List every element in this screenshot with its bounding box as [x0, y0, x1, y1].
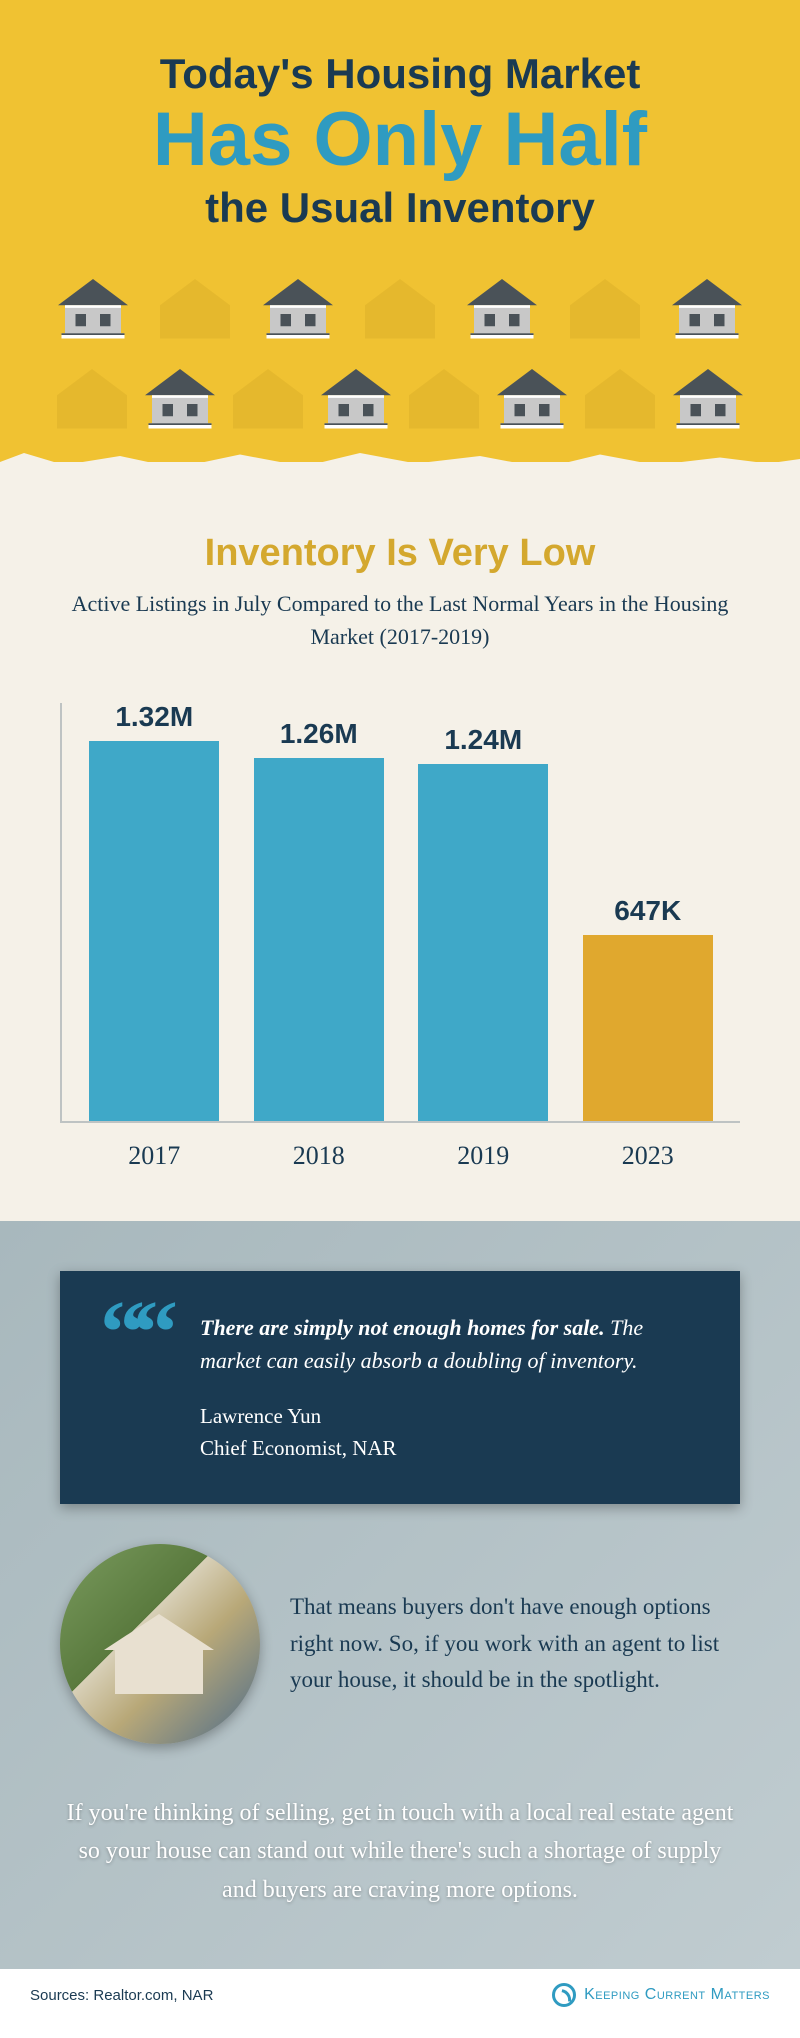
- quote-box: ““ There are simply not enough homes for…: [60, 1271, 740, 1504]
- bar: [418, 764, 548, 1121]
- house-ghost-icon: [400, 362, 488, 432]
- house-ghost-icon: [560, 272, 650, 342]
- quote-attribution: Lawrence Yun Chief Economist, NAR: [200, 1401, 690, 1464]
- house-illustration-rows: [40, 272, 760, 482]
- bar: [89, 741, 219, 1121]
- chart-section: Inventory Is Very Low Active Listings in…: [0, 502, 800, 1221]
- bar-group: 1.26M: [249, 718, 389, 1121]
- bar-group: 1.24M: [413, 724, 553, 1121]
- infographic-root: Today's Housing Market Has Only Half the…: [0, 0, 800, 2021]
- title-line-3: the Usual Inventory: [40, 184, 760, 232]
- house-icon: [457, 272, 547, 342]
- house-icon: [136, 362, 224, 432]
- brand-logo-icon: [552, 1983, 576, 2007]
- house-ghost-icon: [150, 272, 240, 342]
- house-row: [40, 362, 760, 432]
- quote-text-bold: There are simply not enough homes for sa…: [200, 1315, 605, 1340]
- house-ghost-icon: [48, 362, 136, 432]
- house-ghost-icon: [224, 362, 312, 432]
- house-ghost-icon: [355, 272, 445, 342]
- house-icon: [312, 362, 400, 432]
- bar: [583, 935, 713, 1121]
- header-section: Today's Housing Market Has Only Half the…: [0, 0, 800, 482]
- chart-subtitle: Active Listings in July Compared to the …: [60, 587, 740, 653]
- bar: [254, 758, 384, 1121]
- bar-value-label: 1.24M: [444, 724, 522, 756]
- house-row: [40, 272, 760, 342]
- bar-group: 647K: [578, 895, 718, 1121]
- quote-author-name: Lawrence Yun: [200, 1401, 690, 1433]
- xaxis-label: 2018: [249, 1141, 389, 1171]
- body-paragraph: That means buyers don't have enough opti…: [290, 1589, 740, 1699]
- house-icon: [662, 272, 752, 342]
- bar-chart: 1.32M 1.26M 1.24M 647K: [60, 703, 740, 1123]
- title-line-1: Today's Housing Market: [40, 50, 760, 98]
- bar-value-label: 647K: [614, 895, 681, 927]
- bar-value-label: 1.32M: [115, 701, 193, 733]
- brand-name: Keeping Current Matters: [584, 1986, 770, 2004]
- torn-paper-divider: [0, 462, 800, 502]
- house-icon: [48, 272, 138, 342]
- bar-value-label: 1.26M: [280, 718, 358, 750]
- quote-and-body-section: ““ There are simply not enough homes for…: [0, 1221, 800, 1969]
- bar-group: 1.32M: [84, 701, 224, 1121]
- xaxis-label: 2019: [413, 1141, 553, 1171]
- footer: Sources: Realtor.com, NAR Keeping Curren…: [0, 1969, 800, 2021]
- xaxis-label: 2023: [578, 1141, 718, 1171]
- title-line-2: Has Only Half: [40, 102, 760, 178]
- chart-x-axis: 2017 2018 2019 2023: [62, 1123, 740, 1171]
- house-icon: [253, 272, 343, 342]
- house-photo-circle: [60, 1544, 260, 1744]
- house-icon: [488, 362, 576, 432]
- quote-author-title: Chief Economist, NAR: [200, 1433, 690, 1465]
- sources-label: Sources: Realtor.com, NAR: [30, 1987, 213, 2004]
- house-ghost-icon: [576, 362, 664, 432]
- brand: Keeping Current Matters: [552, 1983, 770, 2007]
- body-row: That means buyers don't have enough opti…: [60, 1544, 740, 1744]
- quote-mark-icon: ““: [100, 1301, 166, 1364]
- xaxis-label: 2017: [84, 1141, 224, 1171]
- quote-text: There are simply not enough homes for sa…: [200, 1311, 690, 1377]
- chart-title: Inventory Is Very Low: [60, 532, 740, 575]
- cta-paragraph: If you're thinking of selling, get in to…: [60, 1794, 740, 1909]
- house-icon: [664, 362, 752, 432]
